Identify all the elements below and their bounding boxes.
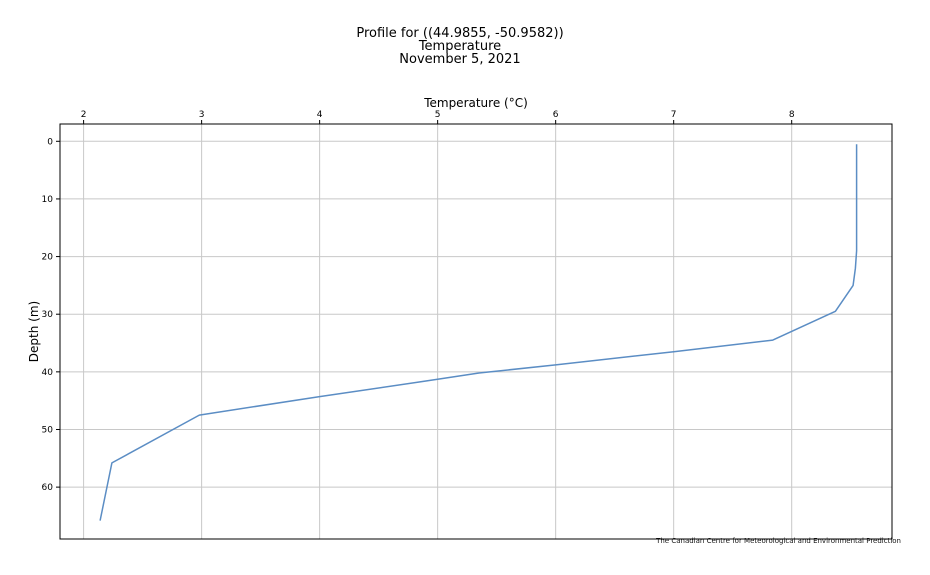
tick-layer: 2 3 4 5 6 7 8 0 10 20 30 40 50 60 [42,110,795,493]
chart-title: Profile for ((44.9855, -50.9582)) Temper… [0,27,920,66]
y-axis-label: Depth (m) [27,301,41,362]
temperature-profile-line [99,144,858,521]
x-tick-label: 3 [199,110,205,120]
chart-title-line-2: Temperature [418,39,502,54]
y-tick-label: 60 [42,483,54,493]
grid-layer [60,124,892,539]
plot-frame [59,123,893,540]
x-tick-label: 6 [553,110,559,120]
chart-title-line-3: November 5, 2021 [399,52,521,67]
y-tick-label: 50 [42,425,54,435]
x-tick-label: 2 [81,110,87,120]
y-tick-label: 10 [42,195,54,205]
x-tick-label: 4 [317,110,323,120]
series-layer [99,144,858,521]
y-tick-label: 40 [42,368,54,378]
x-axis-label: Temperature (°C) [423,96,528,110]
y-tick-label: 30 [42,310,54,320]
y-tick-label: 0 [47,137,53,147]
y-tick-label: 20 [42,253,54,263]
chart-title-line-1: Profile for ((44.9855, -50.9582)) [356,26,564,41]
x-tick-label: 7 [671,110,677,120]
credit-text: The Canadian Centre for Meteorological a… [656,537,901,545]
x-tick-label: 5 [435,110,441,120]
x-tick-label: 8 [789,110,795,120]
